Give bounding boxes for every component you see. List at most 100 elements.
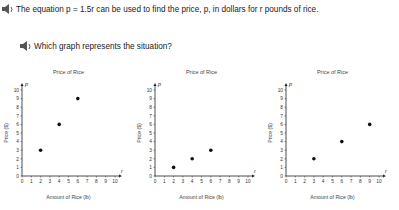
y-tick [285,176,287,177]
y-tick [21,176,23,177]
x-tick [323,176,324,178]
x-tick-label: 8 [228,179,231,184]
y-arrow [21,83,24,86]
x-symbol: r [385,168,388,174]
x-tick [49,176,50,178]
x-tick [220,176,221,178]
x-tick [155,176,156,178]
y-tick-label: 6 [16,122,19,127]
x-label: Amount of Rice (lb) [310,194,355,200]
statement: The equation p = 1.5r can be used to fin… [16,5,318,14]
x-arrow [252,175,255,178]
point [76,97,80,101]
y-tick-label: 5 [149,131,152,136]
y-label: Price ($) [267,123,273,143]
speaker-wave [29,44,30,49]
y-axis [286,85,287,176]
y-tick [285,124,287,125]
x-tick [115,176,116,178]
x-tick-label: 1 [30,179,33,184]
speaker-icon[interactable] [20,41,30,51]
prompt: Which graph represents the situation? [34,42,172,51]
y-tick [285,150,287,151]
x-tick-label: 0 [21,179,24,184]
y-tick [21,133,23,134]
x-tick [304,176,305,178]
x-tick-label: 4 [191,179,194,184]
y-tick [21,107,23,108]
chart-title: Price of Rice [186,69,217,75]
point [209,148,213,152]
x-tick-label: 2 [172,179,175,184]
x-tick-label: 8 [359,179,362,184]
speaker-shape [2,4,9,14]
point [340,140,344,144]
y-tick-label: 3 [16,148,19,153]
y-tick-label: 9 [280,96,283,101]
speaker-shape [20,41,27,51]
x-tick [87,176,88,178]
y-tick-label: 8 [16,105,19,110]
y-tick-label: 8 [280,105,283,110]
y-tick [154,115,156,116]
y-tick-label: 0 [280,174,283,179]
point [190,157,194,161]
y-tick [21,158,23,159]
x-arrow [119,175,122,178]
y-tick [154,90,156,91]
y-tick [285,107,287,108]
x-tick-label: 5 [67,179,70,184]
x-tick-label: 6 [340,179,343,184]
x-tick-label: 7 [350,179,353,184]
y-tick [21,90,23,91]
y-tick [21,124,23,125]
y-tick [154,107,156,108]
y-tick [154,176,156,177]
y-tick-label: 3 [149,148,152,153]
speaker-icon[interactable] [2,4,12,14]
y-label: Price ($) [3,123,9,143]
x-arrow [383,175,386,178]
y-tick [154,167,156,168]
x-symbol: r [254,168,257,174]
x-tick [192,176,193,178]
x-tick-label: 10 [376,179,382,184]
x-tick-label: 9 [368,179,371,184]
y-symbol: p [157,81,161,87]
y-tick [154,141,156,142]
x-tick-label: 0 [154,179,157,184]
y-axis [22,85,23,176]
x-tick [31,176,32,178]
x-axis [286,176,384,177]
y-tick [154,133,156,134]
x-tick [22,176,23,178]
x-tick-label: 4 [322,179,325,184]
x-tick-label: 2 [303,179,306,184]
x-label: Amount of Rice (lb) [46,194,91,200]
x-tick-label: 2 [39,179,42,184]
x-tick-label: 10 [112,179,118,184]
x-tick [201,176,202,178]
x-tick-label: 3 [313,179,316,184]
y-tick-label: 2 [149,157,152,162]
y-tick [285,115,287,116]
y-tick-label: 1 [280,165,283,170]
y-tick-label: 8 [149,105,152,110]
y-tick-label: 7 [280,114,283,119]
y-tick-label: 7 [149,114,152,119]
y-symbol: p [288,81,292,87]
y-tick [285,141,287,142]
x-tick-label: 9 [104,179,107,184]
y-tick [285,90,287,91]
y-tick-label: 4 [280,139,283,144]
x-symbol: r [121,168,124,174]
y-tick [285,98,287,99]
x-tick-label: 0 [285,179,288,184]
point [312,157,316,161]
y-tick-label: 6 [280,122,283,127]
x-tick [238,176,239,178]
x-tick [379,176,380,178]
x-tick-label: 3 [182,179,185,184]
x-tick [105,176,106,178]
y-tick-label: 0 [16,174,19,179]
